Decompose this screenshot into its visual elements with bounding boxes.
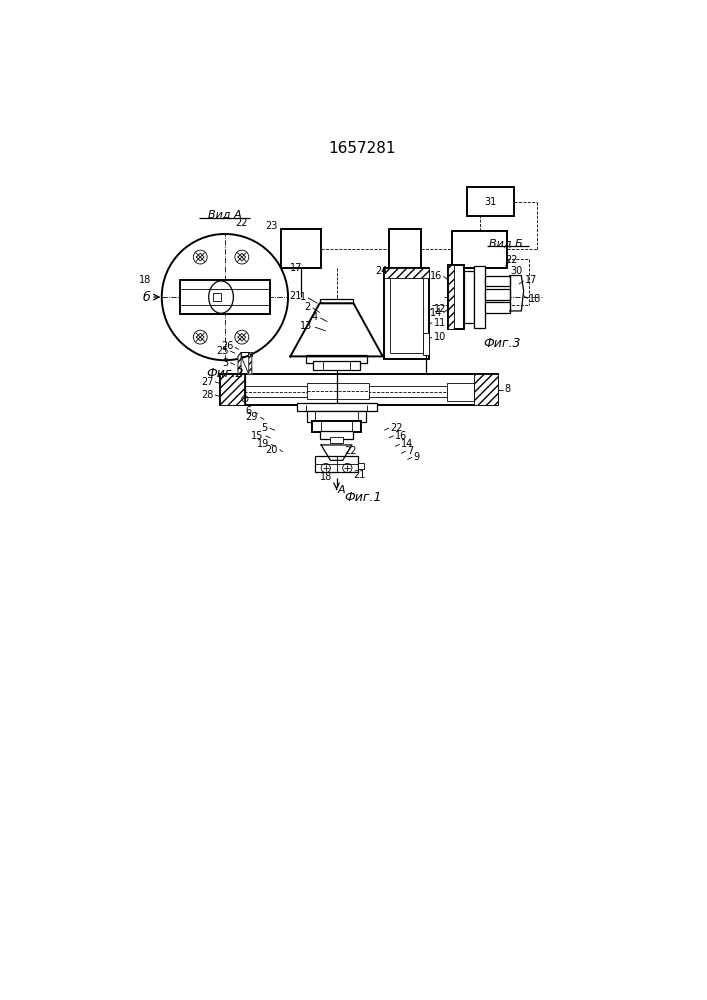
Text: 21: 21 [354, 470, 366, 480]
Text: б: б [143, 291, 150, 304]
Text: 29: 29 [245, 412, 258, 422]
Bar [447, 383, 474, 401]
Bar [485, 289, 510, 300]
Text: 31: 31 [484, 197, 496, 207]
Text: 13: 13 [300, 321, 312, 331]
Bar [474, 374, 498, 405]
Text: Фиг.1: Фиг.1 [345, 491, 382, 504]
Text: 17: 17 [525, 275, 537, 285]
Text: 26: 26 [221, 341, 233, 351]
Bar [385, 268, 429, 278]
Text: Фиг.2: Фиг.2 [206, 367, 244, 380]
Text: 4: 4 [312, 312, 318, 322]
Bar [308, 411, 366, 422]
Text: 14: 14 [430, 308, 442, 318]
Text: 15: 15 [251, 431, 264, 441]
Text: 9: 9 [414, 452, 420, 462]
Bar [244, 386, 474, 397]
Bar [452, 231, 508, 268]
Bar [385, 268, 429, 359]
Text: 21: 21 [290, 291, 302, 301]
Polygon shape [238, 353, 241, 374]
Text: 24: 24 [375, 266, 387, 276]
Bar [485, 276, 510, 286]
Text: Вид Б: Вид Б [489, 238, 522, 248]
Text: 12: 12 [434, 304, 447, 314]
Text: 18: 18 [529, 294, 542, 304]
Bar [219, 374, 244, 405]
Bar [296, 403, 377, 411]
Text: 25: 25 [216, 346, 229, 356]
Text: 2: 2 [304, 302, 310, 312]
Text: 22: 22 [235, 218, 248, 228]
Text: 18: 18 [320, 472, 332, 482]
Text: 8: 8 [504, 384, 510, 394]
Bar [390, 274, 423, 353]
Bar [308, 383, 369, 399]
Text: 30: 30 [510, 266, 522, 276]
Text: 1657281: 1657281 [328, 141, 396, 156]
Polygon shape [238, 353, 252, 374]
Bar [281, 229, 321, 268]
Bar [305, 355, 368, 363]
Bar [464, 271, 474, 323]
Text: 22: 22 [344, 446, 357, 456]
Text: 18: 18 [139, 275, 151, 285]
Bar [219, 374, 258, 405]
Bar [474, 266, 485, 328]
Bar [448, 265, 464, 329]
Polygon shape [321, 445, 352, 460]
Text: Фиг.3: Фиг.3 [484, 337, 521, 350]
Bar [315, 456, 358, 472]
Text: 16: 16 [395, 431, 407, 441]
Bar [320, 299, 354, 303]
Text: 11: 11 [434, 318, 447, 328]
Text: 14: 14 [402, 439, 414, 449]
Text: 10: 10 [434, 332, 447, 342]
Text: 5: 5 [261, 423, 267, 433]
Text: 20: 20 [265, 445, 277, 455]
Polygon shape [249, 353, 252, 374]
Bar [241, 352, 252, 356]
Text: 7: 7 [407, 446, 414, 456]
Bar [467, 187, 514, 216]
Bar [213, 293, 221, 301]
Polygon shape [291, 303, 382, 356]
Bar [312, 421, 361, 432]
Bar [313, 361, 360, 370]
Bar [448, 265, 454, 329]
Bar [423, 333, 429, 355]
Text: 1: 1 [300, 292, 305, 302]
Bar [358, 463, 364, 469]
Bar [320, 431, 354, 439]
Bar [389, 229, 421, 268]
Bar [330, 437, 343, 443]
Text: 22: 22 [505, 255, 518, 265]
Bar [219, 374, 498, 405]
Text: A: A [337, 485, 345, 495]
Text: 3: 3 [223, 358, 229, 368]
Text: 28: 28 [201, 390, 214, 400]
Bar [180, 280, 269, 314]
Text: 16: 16 [430, 271, 442, 281]
Text: 27: 27 [201, 377, 214, 387]
Text: Вид А: Вид А [208, 210, 242, 220]
Text: 22: 22 [390, 423, 403, 433]
Text: 17: 17 [290, 263, 302, 273]
Text: 6: 6 [246, 406, 252, 416]
Text: 23: 23 [266, 221, 278, 231]
Text: 19: 19 [257, 439, 269, 449]
Bar [485, 302, 510, 312]
